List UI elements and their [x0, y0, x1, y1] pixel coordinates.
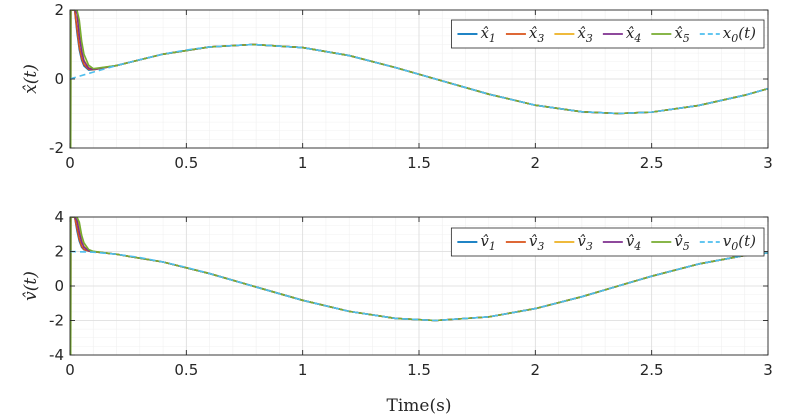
y-tick-label: -2 [49, 139, 64, 157]
x-tick-label: 2 [531, 361, 541, 379]
legend-item: x̂5 [651, 24, 690, 45]
x-tick-label: 0 [65, 361, 75, 379]
legend-item: v̂5 [651, 232, 690, 253]
legend-label: x̂1 [480, 24, 495, 45]
legend-item: x̂4 [602, 24, 641, 45]
legend-label: x̂5 [674, 24, 689, 45]
legend-item: x̂1 [457, 24, 496, 45]
legend-item: x̂3 [554, 24, 593, 45]
x-axis-label: Time(s) [387, 396, 452, 416]
x-tick-label: 2.5 [640, 154, 664, 172]
series-group [70, 217, 768, 355]
x-tick-label: 1.5 [407, 154, 431, 172]
y-axis-label: v̂(t) [21, 271, 41, 301]
legend-label: v̂5 [674, 232, 689, 253]
legend-item: v̂4 [602, 232, 641, 253]
legend-item: v0(t) [699, 232, 756, 253]
x-tick-label: 1 [298, 361, 308, 379]
legend-label: x0(t) [723, 24, 756, 45]
x-tick-label: 2 [531, 154, 541, 172]
x-tick-label: 0 [65, 154, 75, 172]
y-tick-label: 2 [54, 1, 64, 19]
y-tick-label: 2 [54, 243, 64, 261]
y-axis-label: x̂(t) [21, 64, 41, 94]
x-tick-label: 3 [763, 361, 773, 379]
legend-label: v0(t) [723, 232, 756, 253]
legend-item: x0(t) [699, 24, 756, 45]
legend-label: x̂4 [626, 24, 641, 45]
y-tick-label: 0 [54, 70, 64, 88]
y-tick-label: 4 [54, 208, 64, 226]
legend-item: v̂1 [457, 232, 496, 253]
x-tick-label: 2.5 [640, 361, 664, 379]
legend-label: v̂3 [577, 232, 592, 253]
legend: x̂1 x̂3 x̂3 x̂4 x̂5 x0(t) [451, 19, 765, 49]
legend-label: v̂1 [480, 232, 495, 253]
legend: v̂1 v̂3 v̂3 v̂4 v̂5 v0(t) [450, 227, 765, 257]
y-tick-label: 0 [54, 277, 64, 295]
series-line-6 [70, 250, 768, 322]
legend-label: x̂3 [577, 24, 592, 45]
series-group [70, 10, 768, 148]
y-tick-label: -4 [49, 346, 64, 364]
legend-item: v̂3 [505, 232, 544, 253]
x-tick-label: 3 [763, 154, 773, 172]
legend-item: v̂3 [554, 232, 593, 253]
legend-label: x̂3 [529, 24, 544, 45]
x-tick-label: 0.5 [174, 361, 198, 379]
legend-label: v̂4 [626, 232, 641, 253]
legend-item: x̂3 [505, 24, 544, 45]
x-tick-label: 1.5 [407, 361, 431, 379]
y-tick-label: -2 [49, 312, 64, 330]
legend-label: v̂3 [529, 232, 544, 253]
x-tick-label: 0.5 [174, 154, 198, 172]
x-tick-label: 1 [298, 154, 308, 172]
